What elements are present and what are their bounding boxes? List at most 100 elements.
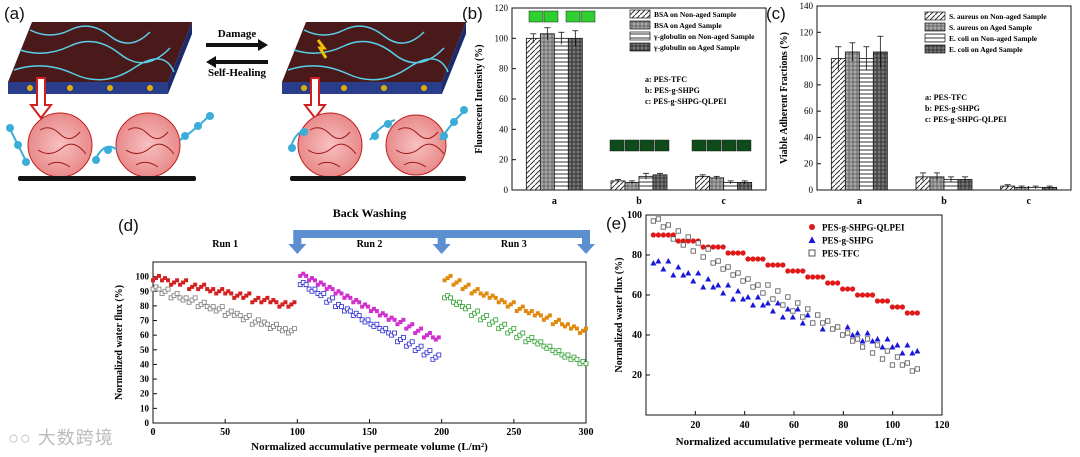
x-tick-label: a	[857, 196, 862, 205]
y-axis-label: Normalized water flux (%)	[614, 257, 625, 372]
y-tick-label: 60	[804, 106, 814, 116]
y-tick-label: 40	[140, 359, 150, 369]
data-point	[330, 295, 336, 301]
y-tick-label: 100	[136, 272, 150, 282]
data-point	[710, 284, 717, 290]
data-point	[760, 290, 766, 296]
data-point	[765, 282, 771, 288]
data-point	[327, 284, 332, 289]
data-point	[849, 332, 856, 338]
data-point	[401, 317, 406, 322]
data-point	[395, 322, 400, 327]
data-point	[845, 286, 851, 292]
data-point	[904, 310, 910, 316]
data-point	[541, 317, 546, 322]
data-point	[312, 278, 317, 283]
data-point	[196, 287, 201, 292]
note-1: b: PES-g-SHPG	[645, 86, 700, 95]
series-2	[298, 271, 441, 342]
fluorescence-tile	[528, 10, 544, 23]
data-point	[675, 228, 681, 234]
data-point	[909, 310, 915, 316]
data-point	[208, 289, 213, 294]
data-point	[181, 280, 186, 285]
data-point	[454, 280, 459, 285]
data-point	[178, 282, 183, 287]
data-point	[380, 311, 385, 316]
data-point	[720, 290, 727, 296]
data-point	[304, 273, 309, 278]
data-point	[894, 354, 901, 360]
data-point	[800, 314, 806, 320]
legend-swatch-0	[629, 9, 651, 19]
data-point	[469, 291, 474, 296]
data-point	[318, 280, 323, 285]
data-point	[730, 296, 737, 302]
data-point	[720, 266, 726, 272]
backwash-stem-2	[582, 230, 590, 246]
data-point	[547, 313, 552, 318]
data-point	[201, 299, 207, 305]
data-point	[448, 295, 453, 301]
data-point	[775, 288, 781, 294]
data-point	[904, 342, 911, 348]
data-point	[650, 232, 656, 238]
data-point	[800, 268, 806, 274]
data-point	[354, 298, 359, 303]
data-point	[780, 302, 786, 308]
data-point	[730, 272, 736, 278]
data-point	[508, 302, 513, 307]
data-point	[859, 292, 866, 298]
data-point	[580, 328, 585, 333]
data-point	[253, 298, 258, 303]
watermark: ○○ 大数跨境	[8, 428, 114, 448]
data-point	[675, 238, 681, 244]
data-point	[228, 308, 234, 314]
data-point	[874, 336, 881, 342]
x-tick-label: b	[636, 196, 642, 205]
data-point	[845, 330, 851, 336]
data-point	[413, 330, 418, 335]
fluorescence-tile	[580, 10, 596, 23]
y-tick-label: 80	[499, 64, 509, 74]
data-point	[310, 276, 315, 281]
data-point	[695, 270, 702, 276]
data-point	[493, 317, 499, 323]
y-tick-label: 40	[804, 132, 814, 142]
data-point	[884, 298, 891, 304]
data-point	[700, 284, 707, 290]
legend-label-2: E. coli on Non-aged Sample	[949, 34, 1038, 43]
data-point	[562, 324, 567, 329]
legend-swatch-1	[924, 22, 946, 32]
data-point	[655, 258, 662, 264]
data-point	[277, 304, 282, 309]
series-5	[442, 293, 589, 367]
data-point	[430, 335, 435, 340]
data-point	[854, 330, 861, 336]
data-point	[165, 286, 171, 292]
data-point	[705, 246, 711, 252]
data-point	[884, 336, 891, 342]
data-point	[715, 282, 722, 288]
data-point	[175, 278, 180, 283]
data-point	[550, 322, 555, 327]
y-tick-label: 0	[809, 185, 814, 195]
data-point	[442, 278, 447, 283]
data-point	[874, 298, 881, 304]
data-point	[745, 256, 751, 262]
bar-c-0	[695, 175, 711, 191]
plot-frame	[645, 214, 943, 416]
panel-c-label: (c)	[766, 4, 786, 23]
data-point	[365, 317, 371, 323]
data-point	[386, 317, 391, 322]
data-point	[795, 300, 801, 306]
y-axis-label: Fluorescent Intensity (%)	[474, 44, 485, 153]
y-tick-label: 20	[499, 155, 509, 165]
data-point	[914, 366, 920, 372]
backwash-stem-0	[293, 230, 302, 246]
data-point	[750, 256, 756, 262]
series-3	[297, 280, 442, 362]
data-point	[574, 326, 579, 331]
data-point	[775, 262, 781, 268]
x-tick-label: 60	[789, 420, 799, 431]
